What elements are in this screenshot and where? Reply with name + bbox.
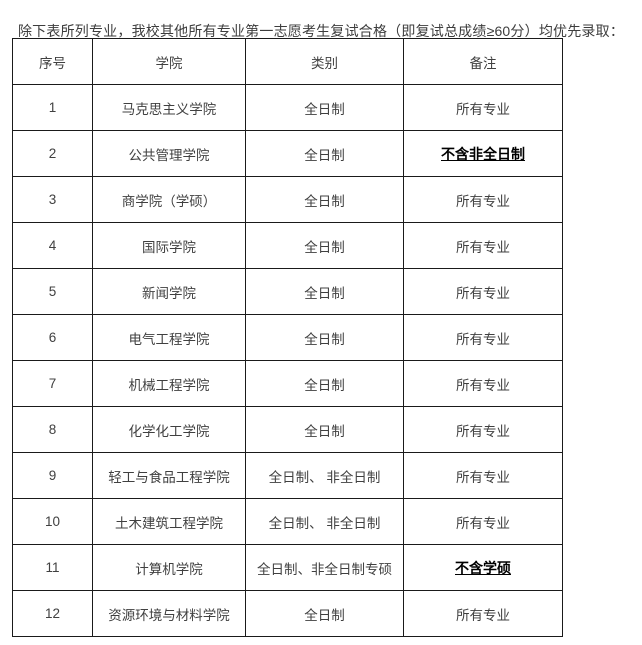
table-row: 8 化学化工学院 全日制 所有专业 <box>12 406 563 453</box>
cell-no: 4 <box>12 222 93 269</box>
cell-no: 2 <box>12 130 93 177</box>
cell-category: 全日制、 非全日制 <box>245 498 404 545</box>
cell-category: 全日制 <box>245 130 404 177</box>
admission-review-table: 序号 学院 类别 备注 1 马克思主义学院 全日制 所有专业 2 公共管理学院 … <box>12 38 563 637</box>
cell-no: 8 <box>12 406 93 453</box>
table-row: 4 国际学院 全日制 所有专业 <box>12 222 563 269</box>
cell-college: 机械工程学院 <box>92 360 246 407</box>
cell-category: 全日制 <box>245 176 404 223</box>
cell-no: 3 <box>12 176 93 223</box>
table-row: 11 计算机学院 全日制、非全日制专硕 不含学硕 <box>12 544 563 591</box>
table-header: 序号 学院 类别 备注 <box>12 38 563 85</box>
cell-college: 化学化工学院 <box>92 406 246 453</box>
table-row: 2 公共管理学院 全日制 不含非全日制 <box>12 130 563 177</box>
cell-remark: 不含学硕 <box>403 544 563 591</box>
cell-remark: 所有专业 <box>403 590 563 637</box>
table-row: 5 新闻学院 全日制 所有专业 <box>12 268 563 315</box>
table-row: 7 机械工程学院 全日制 所有专业 <box>12 360 563 407</box>
cell-remark: 所有专业 <box>403 498 563 545</box>
table-row: 9 轻工与食品工程学院 全日制、 非全日制 所有专业 <box>12 452 563 499</box>
cell-remark: 所有专业 <box>403 314 563 361</box>
cell-college: 公共管理学院 <box>92 130 246 177</box>
cell-college: 计算机学院 <box>92 544 246 591</box>
table-body: 1 马克思主义学院 全日制 所有专业 2 公共管理学院 全日制 不含非全日制 3… <box>12 84 563 637</box>
cell-no: 7 <box>12 360 93 407</box>
table-row: 6 电气工程学院 全日制 所有专业 <box>12 314 563 361</box>
cell-remark: 所有专业 <box>403 452 563 499</box>
cell-remark: 所有专业 <box>403 222 563 269</box>
header-no: 序号 <box>12 38 93 85</box>
cell-no: 10 <box>12 498 93 545</box>
cell-college: 国际学院 <box>92 222 246 269</box>
header-college: 学院 <box>92 38 246 85</box>
cell-no: 12 <box>12 590 93 637</box>
cell-no: 6 <box>12 314 93 361</box>
cell-remark: 所有专业 <box>403 268 563 315</box>
cell-category: 全日制 <box>245 222 404 269</box>
cell-college: 轻工与食品工程学院 <box>92 452 246 499</box>
cell-category: 全日制 <box>245 84 404 131</box>
table-row: 3 商学院（学硕） 全日制 所有专业 <box>12 176 563 223</box>
table-row: 12 资源环境与材料学院 全日制 所有专业 <box>12 590 563 637</box>
cell-category: 全日制、 非全日制 <box>245 452 404 499</box>
table-row: 10 土木建筑工程学院 全日制、 非全日制 所有专业 <box>12 498 563 545</box>
cell-category: 全日制 <box>245 406 404 453</box>
intro-text: 除下表所列专业，我校其他所有专业第一志愿考生复试合格（即复试总成绩≥60分）均优… <box>17 23 625 39</box>
cell-no: 11 <box>12 544 93 591</box>
header-row: 序号 学院 类别 备注 <box>12 38 563 85</box>
cell-remark: 不含非全日制 <box>403 130 563 177</box>
cell-college: 马克思主义学院 <box>92 84 246 131</box>
cell-category: 全日制 <box>245 314 404 361</box>
cell-remark: 所有专业 <box>403 176 563 223</box>
cell-no: 1 <box>12 84 93 131</box>
cell-category: 全日制 <box>245 268 404 315</box>
header-remark: 备注 <box>403 38 563 85</box>
cell-no: 9 <box>12 452 93 499</box>
cell-college: 商学院（学硕） <box>92 176 246 223</box>
cell-college: 资源环境与材料学院 <box>92 590 246 637</box>
header-category: 类别 <box>245 38 404 85</box>
cell-no: 5 <box>12 268 93 315</box>
cell-category: 全日制 <box>245 360 404 407</box>
cell-college: 电气工程学院 <box>92 314 246 361</box>
cell-remark: 所有专业 <box>403 84 563 131</box>
cell-remark: 所有专业 <box>403 360 563 407</box>
cell-college: 土木建筑工程学院 <box>92 498 246 545</box>
cell-category: 全日制 <box>245 590 404 637</box>
cell-category: 全日制、非全日制专硕 <box>245 544 404 591</box>
cell-remark: 所有专业 <box>403 406 563 453</box>
table-row: 1 马克思主义学院 全日制 所有专业 <box>12 84 563 131</box>
cell-college: 新闻学院 <box>92 268 246 315</box>
